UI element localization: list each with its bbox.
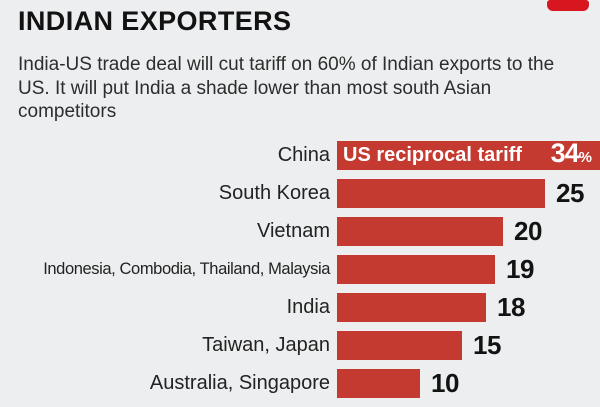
- brand-logo: [547, 0, 589, 11]
- chart-row: Vietnam 20: [0, 217, 600, 246]
- chart-row: Australia, Singapore 10: [0, 369, 600, 398]
- category-label: South Korea: [218, 182, 330, 204]
- header: INDIAN EXPORTERS India-US trade deal wil…: [18, 0, 555, 124]
- subtitle: India-US trade deal will cut tariff on 6…: [18, 54, 555, 122]
- category-label: Taiwan, Japan: [202, 334, 330, 356]
- category-label: India: [286, 296, 330, 318]
- bar-value: 34%: [550, 138, 592, 168]
- bar: [337, 255, 495, 284]
- page-title: INDIAN EXPORTERS: [18, 6, 292, 36]
- chart-row: South Korea 25: [0, 179, 600, 208]
- category-label: Indonesia, Combodia, Thailand, Malaysia: [43, 260, 330, 278]
- category-label: Australia, Singapore: [149, 372, 330, 394]
- bar-chart: China US reciprocal tariff 34% South Korea 2…: [0, 138, 600, 407]
- bar: [337, 179, 545, 208]
- percent-suffix: %: [578, 149, 592, 166]
- bar-value: 15: [473, 330, 501, 360]
- bar: [337, 331, 462, 360]
- bar-value: 19: [506, 254, 534, 284]
- bar-value: 10: [431, 368, 459, 398]
- bar: US reciprocal tariff 34%: [337, 138, 600, 170]
- bar: [337, 293, 486, 322]
- bar: [337, 217, 503, 246]
- category-label: Vietnam: [256, 220, 330, 242]
- bar-value: 18: [497, 292, 525, 322]
- bar-value: 20: [514, 216, 542, 246]
- chart-row: Taiwan, Japan 15: [0, 331, 600, 360]
- bar-value: 25: [556, 178, 584, 208]
- category-label: China: [277, 144, 330, 166]
- bar-annotation-label: US reciprocal tariff: [343, 144, 522, 166]
- bar: [337, 369, 420, 398]
- chart-row: China US reciprocal tariff 34%: [0, 138, 600, 170]
- chart-row: Indonesia, Combodia, Thailand, Malaysia 1…: [0, 255, 600, 284]
- chart-row: India 18: [0, 293, 600, 322]
